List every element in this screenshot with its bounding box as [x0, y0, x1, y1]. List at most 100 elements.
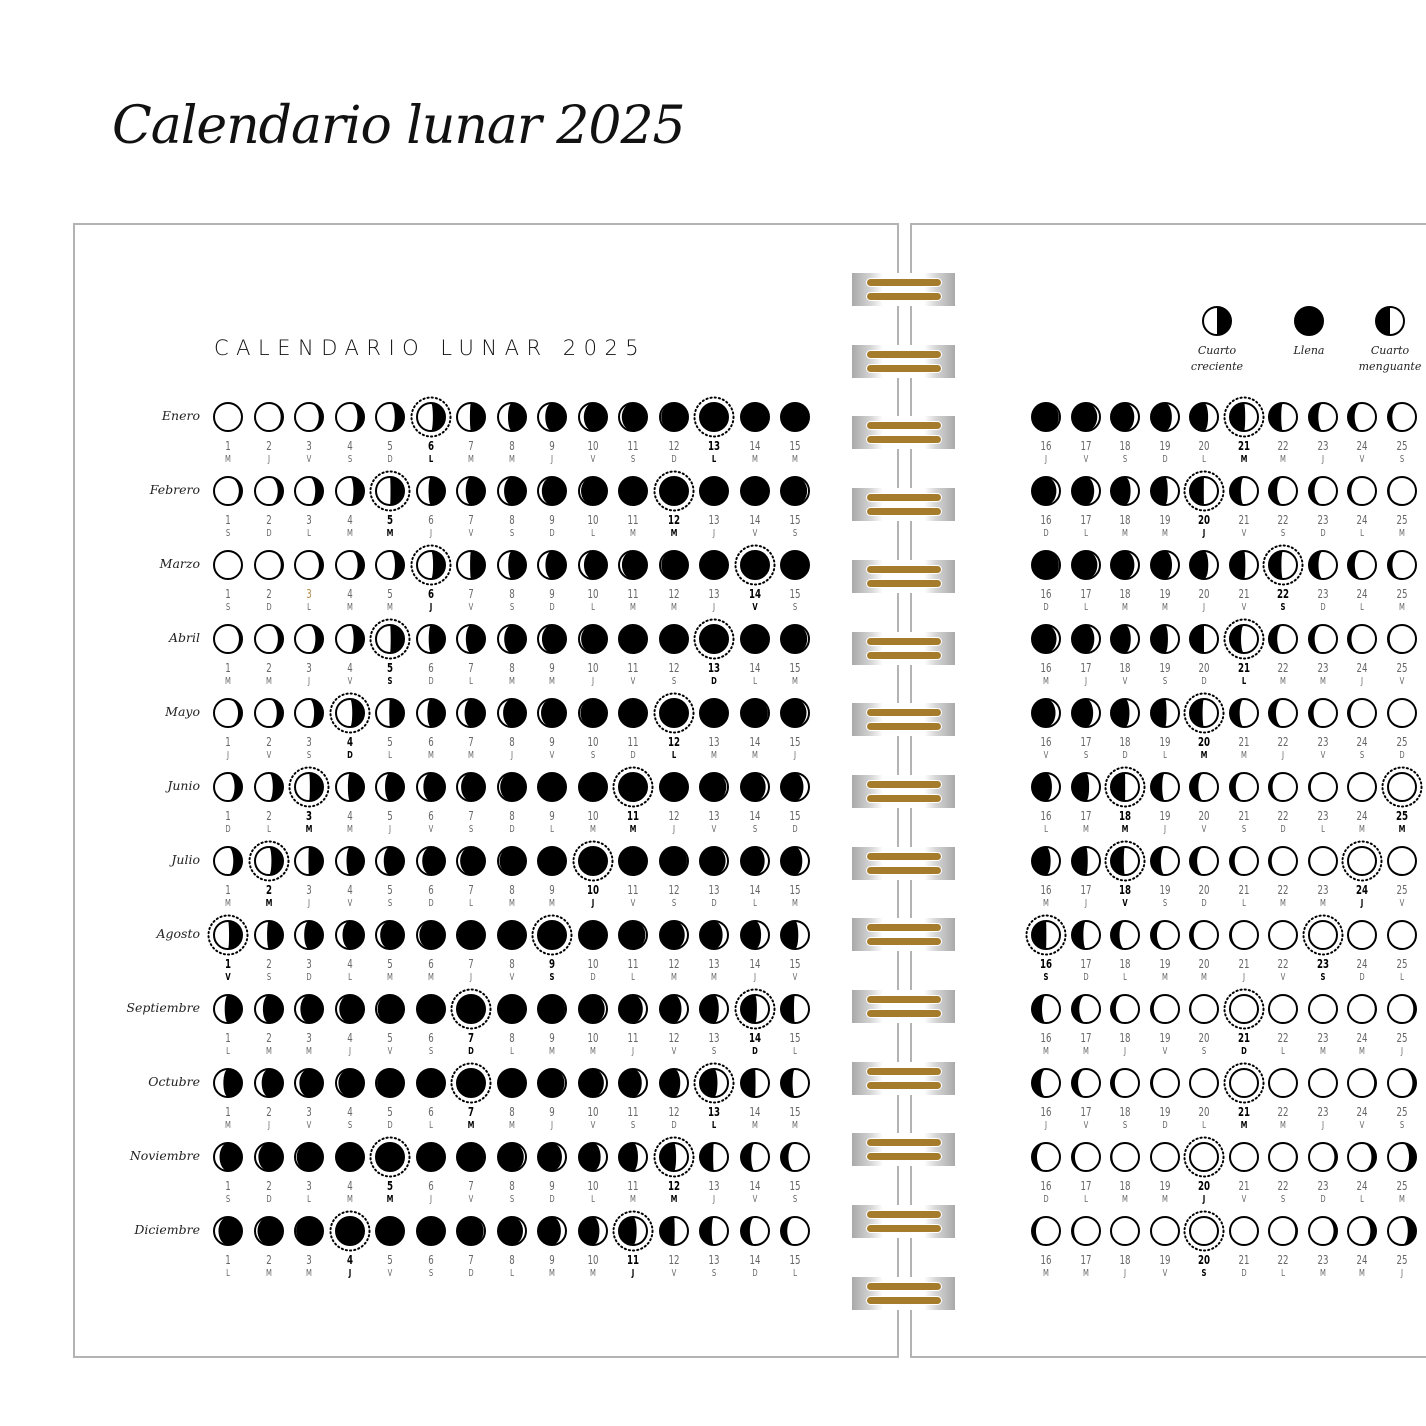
key-phase-halo — [1341, 840, 1383, 882]
weekday-letter: M — [1398, 528, 1405, 539]
day-number: 8 — [508, 1179, 515, 1193]
day-number: 16 — [1040, 1253, 1052, 1267]
weekday-letter: M — [751, 454, 758, 465]
weekday-letter: M — [1319, 1046, 1326, 1057]
day-number: 2 — [265, 661, 272, 675]
moon-phase-icon — [1070, 476, 1101, 506]
day-number: 11 — [626, 1253, 640, 1267]
day-number: 19 — [1158, 1179, 1171, 1193]
weekday-letter: M — [630, 602, 636, 613]
moon-phase-icon — [294, 1216, 324, 1246]
day-number: 1 — [224, 957, 232, 971]
weekday-letter: M — [1280, 676, 1286, 687]
day-number: 14 — [748, 883, 761, 897]
day-number: 2 — [265, 809, 272, 823]
moon-phase-icon — [294, 698, 324, 728]
day-number: 4 — [346, 1105, 353, 1119]
weekday-letter: M — [1122, 1194, 1128, 1205]
moon-phase-icon — [1386, 1068, 1417, 1098]
weekday-letter: J — [429, 602, 432, 613]
day-number: 19 — [1158, 439, 1171, 453]
moon-phase-icon — [415, 772, 446, 802]
ring-wire — [867, 1010, 941, 1017]
moon-phase-icon — [1302, 914, 1343, 956]
key-phase-halo — [450, 988, 492, 1030]
moon-phase-icon — [456, 920, 486, 950]
moon-phase-icon — [496, 550, 527, 580]
moon-phase-icon — [415, 846, 446, 876]
moon-phase-icon — [1110, 920, 1140, 950]
weekday-letter: M — [792, 676, 798, 687]
day-number: 25 — [1395, 513, 1408, 527]
moon-phase-icon — [612, 1210, 654, 1252]
spiral-ring — [852, 918, 955, 952]
weekday-letter: S — [1162, 676, 1167, 687]
day-number: 2 — [265, 1179, 272, 1193]
spiral-ring — [852, 559, 955, 593]
moon-phase-icon — [1262, 544, 1304, 586]
moon-phase-icon — [1347, 402, 1377, 432]
weekday-letter: S — [1043, 972, 1049, 983]
moon-phase-icon — [658, 624, 689, 654]
day-number: 10 — [586, 883, 599, 897]
day-number: 7 — [468, 661, 474, 675]
day-number: 17 — [1079, 809, 1092, 823]
weekday-letter: M — [1280, 898, 1286, 909]
day-number: 7 — [468, 1179, 474, 1193]
day-number: 3 — [306, 735, 312, 749]
weekday-letter: S — [671, 676, 676, 687]
weekday-letter: M — [387, 972, 393, 983]
moon-phase-icon — [780, 698, 810, 728]
weekday-letter: M — [1398, 602, 1405, 613]
moon-phase-icon — [213, 550, 243, 580]
weekday-letter: M — [1161, 972, 1168, 983]
day-number: 25 — [1395, 439, 1408, 453]
weekday-letter: M — [1082, 824, 1089, 835]
moon-phase-icon — [658, 1068, 689, 1098]
moon-phase-icon — [375, 1068, 405, 1098]
ring-wire — [867, 1081, 941, 1089]
day-number: 7 — [468, 1253, 474, 1267]
ring-wire — [867, 565, 941, 573]
day-number: 3 — [306, 1031, 312, 1045]
day-number: 16 — [1040, 883, 1052, 897]
day-number: 13 — [708, 587, 720, 601]
weekday-letter: L — [388, 750, 392, 761]
ring-wire — [867, 709, 941, 717]
day-number: 5 — [387, 439, 393, 453]
weekday-letter: J — [1321, 1120, 1324, 1131]
moon-phase-icon — [1070, 772, 1101, 802]
moon-phase-icon — [658, 550, 689, 580]
day-number: 10 — [586, 957, 599, 971]
moon-phase-icon — [329, 1210, 370, 1252]
day-number: 1 — [225, 439, 231, 453]
weekday-letter: J — [348, 1268, 351, 1279]
day-number: 22 — [1277, 957, 1289, 971]
moon-phase-icon — [1268, 1216, 1298, 1246]
key-phase-halo — [1302, 914, 1343, 956]
weekday-letter: J — [550, 1120, 554, 1131]
moon-phase-icon — [1307, 1068, 1338, 1098]
weekday-letter: J — [550, 454, 554, 465]
legend-label: Cuarto creciente — [1190, 344, 1244, 373]
moon-phase-icon — [1149, 1142, 1180, 1172]
weekday-letter: M — [1319, 676, 1326, 687]
weekday-letter: M — [1359, 824, 1365, 835]
day-number: 14 — [748, 957, 761, 971]
moon-phase-icon — [1110, 476, 1140, 506]
ring-wire — [867, 996, 941, 1003]
ring-wire — [867, 852, 941, 860]
moon-phase-icon — [658, 846, 689, 876]
day-number: 20 — [1197, 735, 1211, 749]
day-number: 1 — [225, 1253, 231, 1267]
weekday-letter: M — [1082, 1268, 1089, 1279]
day-number: 12 — [667, 957, 680, 971]
day-number: 2 — [265, 735, 272, 749]
weekday-letter: J — [793, 750, 797, 761]
weekday-letter: J — [1360, 898, 1364, 909]
day-number: 14 — [748, 587, 761, 601]
weekday-letter: V — [225, 972, 231, 983]
weekday-letter: V — [630, 676, 636, 687]
day-number: 17 — [1079, 1105, 1092, 1119]
day-number: 13 — [708, 883, 720, 897]
